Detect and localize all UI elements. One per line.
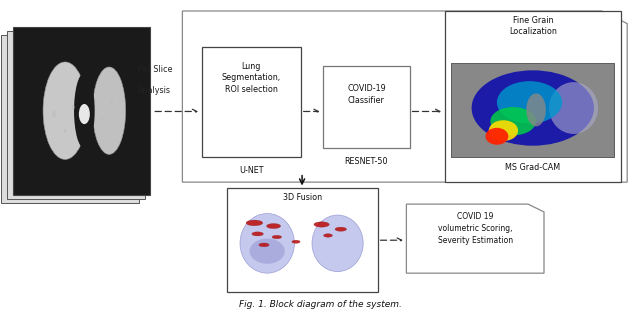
Text: MS Grad-CAM: MS Grad-CAM — [505, 163, 561, 172]
Ellipse shape — [52, 111, 56, 117]
Text: COVID-19
Classifier: COVID-19 Classifier — [347, 84, 386, 105]
Text: Analysis: Analysis — [138, 86, 171, 95]
Ellipse shape — [490, 107, 536, 135]
Ellipse shape — [79, 104, 90, 124]
Bar — [451, 63, 614, 157]
Polygon shape — [182, 11, 627, 182]
Ellipse shape — [486, 128, 508, 145]
Text: Fine Grain
Localization: Fine Grain Localization — [509, 16, 557, 36]
Bar — [202, 47, 301, 157]
Bar — [323, 66, 410, 148]
Ellipse shape — [472, 70, 594, 146]
Ellipse shape — [312, 215, 364, 272]
Ellipse shape — [252, 232, 264, 236]
Ellipse shape — [267, 224, 281, 229]
Ellipse shape — [43, 62, 87, 160]
Ellipse shape — [101, 117, 103, 121]
Bar — [1, 35, 139, 203]
Ellipse shape — [323, 234, 333, 237]
Text: COVID 19
volumetric Scoring,
Severity Estimation: COVID 19 volumetric Scoring, Severity Es… — [438, 212, 513, 245]
Polygon shape — [406, 204, 544, 273]
Ellipse shape — [240, 214, 294, 273]
Bar — [7, 31, 145, 199]
Bar — [227, 188, 378, 292]
Ellipse shape — [64, 128, 67, 133]
Text: Per Slice: Per Slice — [138, 65, 172, 74]
Ellipse shape — [489, 120, 518, 141]
Ellipse shape — [497, 81, 562, 124]
Ellipse shape — [526, 94, 546, 126]
Ellipse shape — [314, 222, 329, 227]
Text: RESNET-50: RESNET-50 — [345, 157, 388, 166]
Ellipse shape — [93, 67, 125, 154]
Ellipse shape — [292, 240, 300, 243]
Text: Lung
Segmentation,
ROI selection: Lung Segmentation, ROI selection — [221, 62, 281, 94]
Ellipse shape — [259, 243, 269, 247]
Ellipse shape — [246, 220, 263, 226]
Text: U-NET: U-NET — [239, 166, 264, 176]
Bar — [451, 63, 614, 157]
Text: 3D Fusion: 3D Fusion — [283, 193, 322, 202]
Ellipse shape — [549, 82, 598, 134]
Ellipse shape — [335, 227, 347, 231]
Ellipse shape — [250, 239, 285, 264]
Ellipse shape — [111, 100, 113, 105]
Ellipse shape — [74, 73, 95, 149]
Bar — [445, 11, 621, 182]
Text: Fig. 1. Block diagram of the system.: Fig. 1. Block diagram of the system. — [239, 300, 401, 309]
Bar — [13, 27, 150, 195]
Ellipse shape — [272, 235, 282, 239]
Ellipse shape — [72, 105, 75, 110]
